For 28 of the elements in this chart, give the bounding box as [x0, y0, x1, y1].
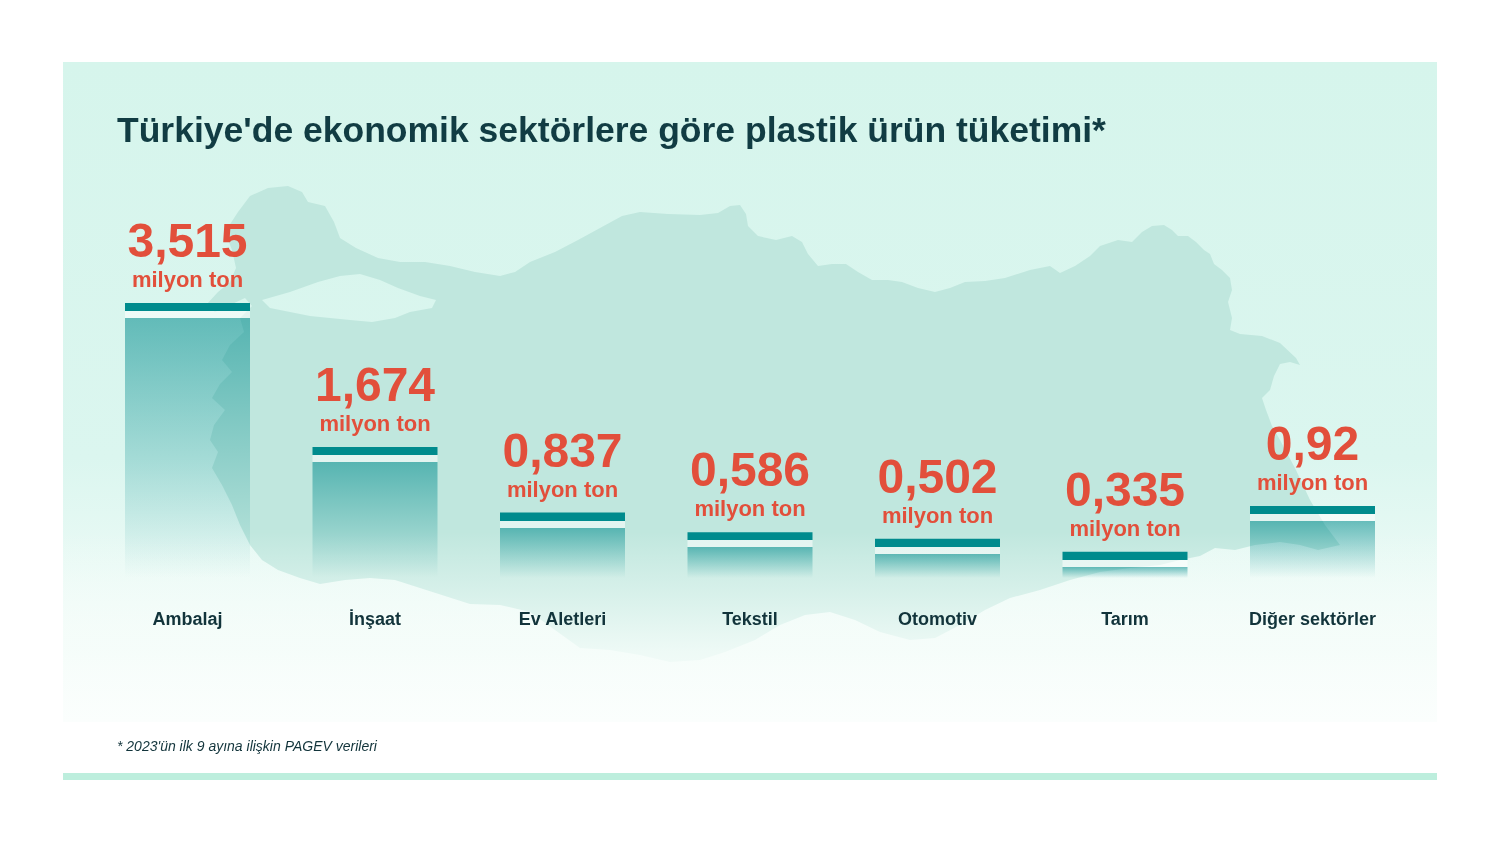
bar: [687, 532, 813, 578]
bar: [875, 538, 1000, 578]
chart-title: Türkiye'de ekonomik sektörlere göre plastik ürün tüketimi*: [117, 110, 1106, 150]
annotation: milyon ton: [131, 267, 244, 292]
annotation: milyon ton: [1069, 515, 1181, 541]
bar: [1062, 551, 1188, 578]
x-tick-label: Ev Aletleri: [518, 608, 607, 629]
bar: [1250, 506, 1375, 578]
data-label: 1,674: [314, 358, 436, 412]
annotation: milyon ton: [881, 502, 994, 528]
x-tick-label: Ambalaj: [152, 608, 223, 629]
data-label: 0,837: [502, 423, 623, 477]
annotation: milyon ton: [506, 476, 619, 502]
annotation: milyon ton: [319, 411, 431, 437]
data-label: 0,335: [1064, 462, 1186, 516]
bar: [500, 512, 625, 578]
data-label: 0,586: [689, 443, 811, 497]
x-tick-label: İnşaat: [348, 608, 402, 629]
x-tick-label: Tarım: [1101, 608, 1149, 629]
x-tick-label: Otomotiv: [898, 608, 977, 629]
data-label: 0,92: [1265, 417, 1360, 471]
data-label: 0,502: [877, 449, 998, 503]
annotation: milyon ton: [694, 496, 806, 522]
data-label: 3,515: [127, 214, 248, 267]
annotation: milyon ton: [1256, 470, 1369, 496]
text: * 2023'ün ilk 9 ayına ilişkin PAGEV verileri: [117, 738, 377, 754]
x-tick-label: Tekstil: [722, 608, 778, 629]
x-tick-label: Diğer sektörler: [1248, 608, 1377, 629]
